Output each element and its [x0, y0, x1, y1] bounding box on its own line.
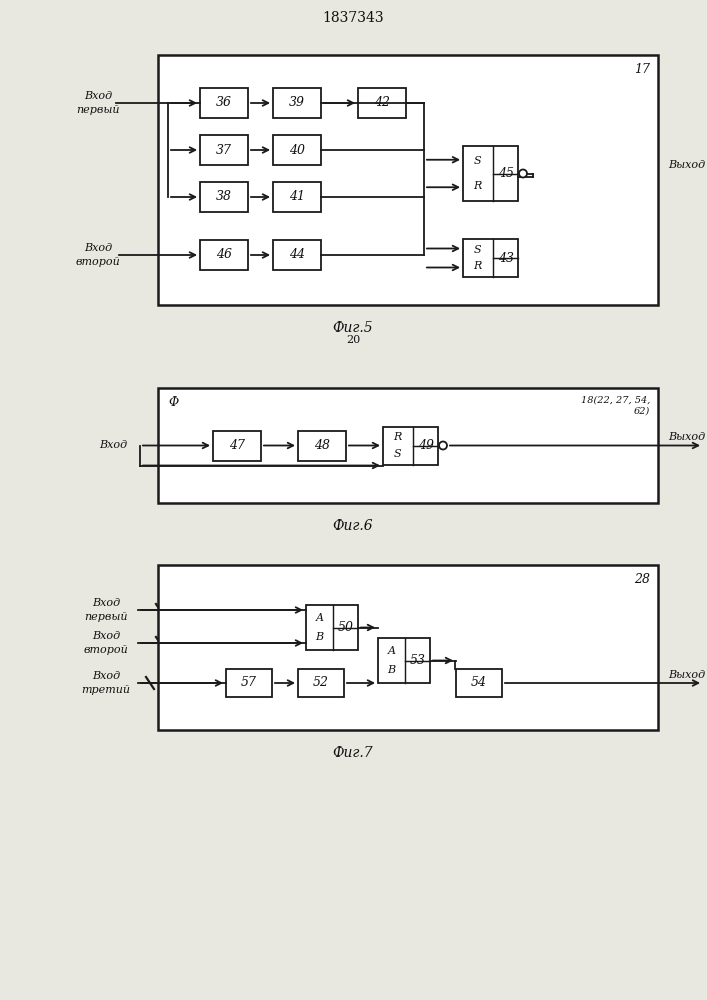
- Bar: [158, 388, 658, 503]
- Text: 52: 52: [313, 676, 329, 690]
- Text: Вход: Вход: [84, 91, 112, 101]
- Text: первый: первый: [84, 612, 128, 622]
- Bar: [158, 565, 658, 730]
- Text: 18(22, 27, 54,
62): 18(22, 27, 54, 62): [580, 396, 650, 415]
- Bar: [273, 135, 321, 165]
- Bar: [358, 88, 406, 118]
- Circle shape: [519, 169, 527, 178]
- Text: B: B: [387, 665, 396, 675]
- Text: 1837343: 1837343: [322, 11, 384, 25]
- Text: 39: 39: [289, 97, 305, 109]
- Text: 50: 50: [337, 621, 354, 634]
- Text: 57: 57: [241, 676, 257, 690]
- Text: Вход: Вход: [92, 631, 120, 641]
- Text: B: B: [315, 632, 324, 642]
- Text: S: S: [474, 245, 481, 255]
- Text: третий: третий: [81, 685, 131, 695]
- Text: 40: 40: [289, 143, 305, 156]
- Text: 47: 47: [229, 439, 245, 452]
- Bar: [213, 430, 261, 460]
- Text: первый: первый: [76, 105, 119, 115]
- Bar: [378, 638, 430, 683]
- Text: 36: 36: [216, 97, 232, 109]
- Text: 41: 41: [289, 190, 305, 204]
- Text: 45: 45: [498, 167, 513, 180]
- Text: S: S: [474, 156, 481, 166]
- Text: S: S: [394, 449, 402, 459]
- Text: Фиг.7: Фиг.7: [333, 746, 373, 760]
- Text: 28: 28: [634, 573, 650, 586]
- Text: 44: 44: [289, 248, 305, 261]
- Text: Фиг.5: Фиг.5: [333, 321, 373, 335]
- Text: Фиг.6: Фиг.6: [333, 519, 373, 533]
- Text: Вход: Вход: [99, 440, 127, 450]
- Text: Вход: Вход: [92, 671, 120, 681]
- Text: 49: 49: [418, 439, 433, 452]
- Bar: [463, 146, 518, 201]
- Bar: [306, 605, 358, 650]
- Text: 48: 48: [314, 439, 330, 452]
- Bar: [273, 88, 321, 118]
- Bar: [383, 426, 438, 464]
- Text: Выход: Выход: [668, 160, 705, 170]
- Bar: [226, 669, 272, 697]
- Text: 46: 46: [216, 248, 232, 261]
- Text: Вход: Вход: [92, 598, 120, 608]
- Text: R: R: [474, 181, 482, 191]
- Text: Выход: Выход: [668, 432, 705, 442]
- Text: A: A: [315, 613, 324, 623]
- Bar: [200, 135, 248, 165]
- Text: Вход: Вход: [84, 243, 112, 253]
- Bar: [158, 55, 658, 305]
- Text: 20: 20: [346, 335, 360, 345]
- Text: Φ: Φ: [168, 396, 178, 409]
- Bar: [273, 240, 321, 270]
- Text: 42: 42: [374, 97, 390, 109]
- Text: 17: 17: [634, 63, 650, 76]
- Text: 37: 37: [216, 143, 232, 156]
- Bar: [200, 88, 248, 118]
- Text: 53: 53: [409, 654, 426, 667]
- Text: второй: второй: [76, 257, 120, 267]
- Circle shape: [439, 442, 447, 450]
- Bar: [298, 430, 346, 460]
- Text: 54: 54: [471, 676, 487, 690]
- Text: R: R: [394, 432, 402, 442]
- Bar: [298, 669, 344, 697]
- Bar: [463, 239, 518, 277]
- Bar: [273, 182, 321, 212]
- Text: A: A: [387, 646, 395, 656]
- Text: 43: 43: [498, 251, 513, 264]
- Bar: [200, 182, 248, 212]
- Bar: [200, 240, 248, 270]
- Text: второй: второй: [83, 645, 129, 655]
- Text: Выход: Выход: [668, 670, 705, 680]
- Text: 38: 38: [216, 190, 232, 204]
- Text: R: R: [474, 261, 482, 271]
- Bar: [456, 669, 502, 697]
